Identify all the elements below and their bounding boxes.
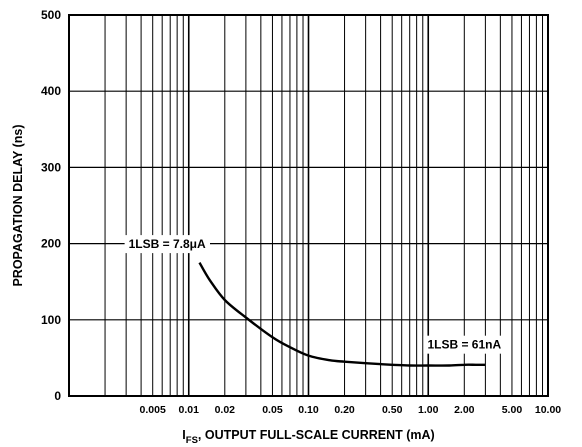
annotation-background [124,235,210,254]
annotation-background [423,335,506,354]
x-axis-label: IFS, OUTPUT FULL-SCALE CURRENT (mA) [182,428,434,446]
minor-gridlines [104,15,544,396]
x-axis-label-prefix: I [182,428,185,442]
x-tick-label: 0.005 [140,404,166,416]
x-tick-labels: 0.005 0.01 0.02 0.05 0.10 0.20 0.50 1.00 2.00 5.0… [140,404,562,416]
annotations: 1LSB = 7.8μA 1LSB = 61nA [124,235,506,354]
plot-frame [68,14,549,397]
y-tick-label: 0 [54,389,61,403]
y-axis-label: PROPAGATION DELAY (ns) [11,124,25,286]
annotation-label: 1LSB = 7.8μA [129,237,206,251]
major-gridlines [69,15,548,396]
y-tick-labels: 0 100 200 300 400 500 [41,8,61,403]
x-tick-label: 0.01 [179,404,200,416]
y-tick-label: 500 [41,8,61,22]
y-tick-label: 200 [41,237,61,251]
x-axis-label-text: , OUTPUT FULL-SCALE CURRENT (mA) [198,428,435,442]
annotation-label: 1LSB = 61nA [427,338,501,352]
x-tick-label: 2.00 [454,404,475,416]
x-tick-label: 10.00 [535,404,561,416]
x-tick-label: 0.05 [262,404,283,416]
y-tick-label: 100 [41,313,61,327]
x-tick-label: 1.00 [418,404,439,416]
x-tick-label: 0.20 [334,404,355,416]
x-tick-label: 5.00 [502,404,523,416]
x-tick-label: 0.50 [382,404,403,416]
y-tick-label: 400 [41,84,61,98]
x-tick-label: 0.02 [215,404,236,416]
propagation-delay-curve [198,262,486,367]
x-tick-label: 0.10 [298,404,319,416]
y-tick-label: 300 [41,160,61,174]
x-axis-label-subscript: FS [186,435,198,446]
